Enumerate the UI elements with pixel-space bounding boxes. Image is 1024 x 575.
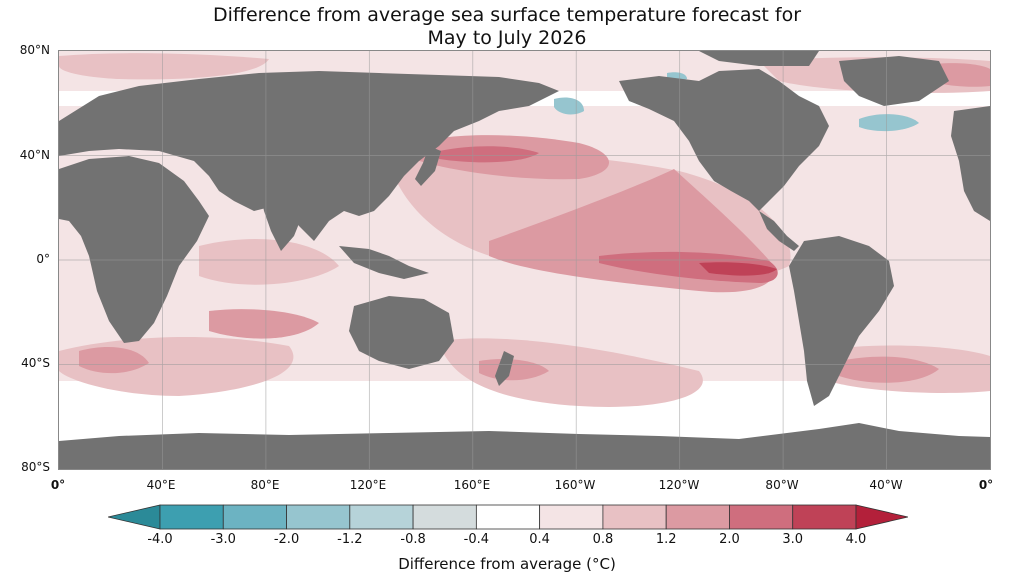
land-north-america xyxy=(619,69,829,211)
sst-anomaly-map xyxy=(58,50,991,470)
colorbar-bin xyxy=(665,504,730,530)
colorbar-bin xyxy=(729,504,794,530)
land-central-america xyxy=(759,211,799,251)
lat-label-40n: 40°N xyxy=(19,148,50,162)
land-new-zealand xyxy=(495,351,514,386)
colorbar-tick-label: 1.2 xyxy=(655,532,677,547)
colorbar-tick-label: -2.0 xyxy=(273,532,300,547)
lon-label-0-right: 0° xyxy=(978,478,994,492)
lon-label-120w: 120°W xyxy=(658,478,700,492)
land-arctic-islands xyxy=(699,51,819,66)
land-antarctica xyxy=(59,423,990,469)
anomaly-deep-red xyxy=(699,262,777,276)
colorbar-tick-label: 3.0 xyxy=(782,532,804,547)
colorbar-tick-label: 0.8 xyxy=(592,532,614,547)
land-eurasia xyxy=(59,71,559,241)
colorbar-under-arrow xyxy=(108,504,161,530)
colorbar-tick-label: -0.8 xyxy=(400,532,426,547)
colorbar-tick-label: 0.4 xyxy=(529,532,550,547)
colorbar-tick-label: -0.4 xyxy=(463,532,490,547)
lat-label-40s: 40°S xyxy=(21,356,50,370)
lat-label-80s: 80°S xyxy=(21,460,50,474)
lon-label-40e: 40°E xyxy=(146,478,176,492)
land-japan xyxy=(415,146,441,186)
colorbar-bin xyxy=(159,504,224,530)
lon-label-0-left: 0° xyxy=(50,478,66,492)
colorbar-bin xyxy=(412,504,477,530)
land-australia xyxy=(349,296,454,369)
land-south-america xyxy=(789,236,894,406)
colorbar-bin xyxy=(539,504,604,530)
lon-label-80w: 80°W xyxy=(765,478,799,492)
colorbar-tick-label: -3.0 xyxy=(210,532,236,547)
colorbar-over-arrow xyxy=(855,504,908,530)
lat-label-80n: 80°N xyxy=(19,43,50,57)
colorbar-tick-label: -1.2 xyxy=(337,532,363,547)
colorbar-bin xyxy=(792,504,857,530)
land-africa xyxy=(59,156,209,343)
colorbar-tick-label: -4.0 xyxy=(147,532,173,547)
map-title-line1: Difference from average sea surface temp… xyxy=(212,4,802,26)
map-title: Difference from average sea surface temp… xyxy=(0,4,1014,50)
lat-label-0: 0° xyxy=(36,252,50,266)
lon-label-160e: 160°E xyxy=(453,478,491,492)
colorbar-bin xyxy=(475,504,541,530)
colorbar xyxy=(108,504,908,530)
land-greenland xyxy=(839,56,949,106)
graticule xyxy=(59,51,990,469)
colorbar-bin xyxy=(349,504,414,530)
colorbar-tick-label: 2.0 xyxy=(719,532,740,547)
lon-label-160w: 160°W xyxy=(554,478,596,492)
colorbar-title: Difference from average (°C) xyxy=(398,555,616,573)
land-masses xyxy=(59,51,990,469)
land-india xyxy=(259,186,304,251)
colorbar-bin xyxy=(602,504,667,530)
lon-label-40w: 40°W xyxy=(869,478,903,492)
colorbar-bin xyxy=(222,504,287,530)
colorbar-tick-label: 4.0 xyxy=(845,532,867,547)
colorbar-bin xyxy=(286,504,351,530)
lon-label-80e: 80°E xyxy=(250,478,280,492)
map-title-line2: May to July 2026 xyxy=(427,27,587,49)
lon-label-120e: 120°E xyxy=(349,478,387,492)
map-canvas xyxy=(59,51,990,469)
land-europe-east-edge xyxy=(951,106,990,221)
land-indonesia xyxy=(339,246,429,279)
